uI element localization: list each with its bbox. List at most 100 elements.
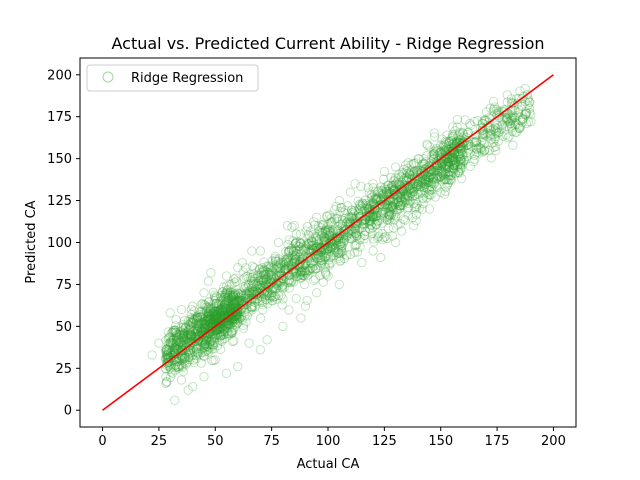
scatter-point — [282, 255, 292, 265]
scatter-point — [320, 268, 331, 278]
scatter-point — [341, 232, 351, 242]
scatter-point — [205, 314, 216, 325]
scatter-point — [227, 300, 237, 311]
scatter-point — [233, 298, 243, 308]
scatter-point — [257, 280, 267, 291]
scatter-point — [178, 328, 189, 338]
scatter-point — [217, 296, 227, 306]
scatter-point — [294, 241, 304, 251]
scatter-point — [368, 234, 379, 244]
scatter-point — [463, 145, 474, 155]
scatter-point — [242, 283, 252, 293]
scatter-point — [448, 122, 458, 132]
scatter-point — [412, 170, 422, 180]
scatter-point — [434, 171, 445, 182]
scatter-point — [340, 224, 351, 235]
scatter-point — [469, 116, 480, 127]
scatter-point — [221, 298, 232, 308]
scatter-point — [282, 221, 293, 231]
scatter-point — [485, 123, 495, 133]
scatter-point — [211, 291, 222, 302]
scatter-point — [213, 312, 223, 323]
scatter-point — [228, 296, 238, 307]
scatter-point — [248, 278, 259, 288]
scatter-point — [291, 252, 301, 262]
scatter-point — [167, 338, 177, 348]
scatter-point — [281, 257, 291, 267]
scatter-point — [376, 182, 386, 192]
scatter-point — [262, 290, 272, 301]
scatter-point — [458, 143, 468, 153]
scatter-point — [414, 154, 424, 164]
scatter-point — [247, 302, 257, 313]
scatter-point — [357, 200, 368, 210]
scatter-point — [440, 142, 450, 152]
scatter-point — [206, 326, 216, 336]
scatter-point — [295, 257, 305, 268]
scatter-point — [170, 343, 180, 353]
scatter-point — [203, 328, 213, 339]
scatter-point — [173, 336, 183, 346]
scatter-point — [448, 131, 458, 142]
scatter-point — [325, 246, 335, 256]
scatter-point — [485, 103, 496, 113]
scatter-point — [422, 150, 432, 161]
scatter-point — [330, 243, 340, 253]
scatter-point — [389, 215, 400, 225]
scatter-point — [296, 273, 307, 283]
scatter-point — [273, 261, 283, 271]
scatter-point — [199, 340, 210, 351]
scatter-point — [291, 254, 301, 264]
scatter-point — [307, 263, 317, 273]
scatter-point — [470, 154, 480, 164]
scatter-point — [326, 228, 336, 238]
scatter-point — [420, 176, 430, 186]
scatter-point — [184, 341, 195, 351]
scatter-point — [161, 364, 171, 374]
scatter-point — [284, 276, 294, 286]
scatter-point — [370, 193, 380, 203]
scatter-point — [222, 303, 232, 313]
scatter-point — [479, 115, 489, 125]
scatter-point — [446, 135, 456, 146]
scatter-point — [517, 117, 528, 127]
scatter-point — [174, 363, 184, 373]
scatter-point — [336, 219, 346, 229]
scatter-point — [210, 315, 221, 325]
scatter-point — [231, 276, 241, 286]
scatter-point — [222, 326, 232, 336]
scatter-point — [289, 256, 299, 266]
scatter-point — [284, 252, 294, 262]
scatter-point — [240, 290, 250, 300]
scatter-point — [253, 278, 263, 289]
scatter-point — [458, 157, 468, 167]
scatter-point — [190, 329, 201, 339]
scatter-point — [275, 259, 285, 269]
scatter-point — [448, 163, 459, 174]
scatter-point — [379, 201, 390, 212]
scatter-point — [213, 330, 223, 340]
scatter-point — [217, 322, 227, 333]
scatter-point — [405, 177, 415, 187]
scatter-point — [188, 337, 198, 347]
scatter-point — [402, 166, 412, 177]
scatter-point — [444, 138, 454, 149]
scatter-point — [161, 345, 171, 355]
scatter-point — [193, 321, 204, 332]
scatter-point — [434, 172, 444, 182]
scatter-point — [154, 338, 164, 348]
scatter-point — [214, 306, 224, 317]
scatter-point — [443, 159, 454, 170]
scatter-point — [191, 344, 202, 354]
scatter-point — [424, 172, 434, 183]
scatter-point — [516, 101, 527, 111]
scatter-point — [458, 137, 468, 147]
scatter-point — [313, 221, 323, 231]
scatter-point — [359, 234, 369, 244]
scatter-point — [409, 179, 419, 189]
scatter-point — [178, 345, 188, 355]
scatter-point — [392, 206, 402, 216]
scatter-point — [459, 137, 469, 147]
scatter-point — [323, 222, 333, 232]
scatter-point — [330, 247, 340, 258]
